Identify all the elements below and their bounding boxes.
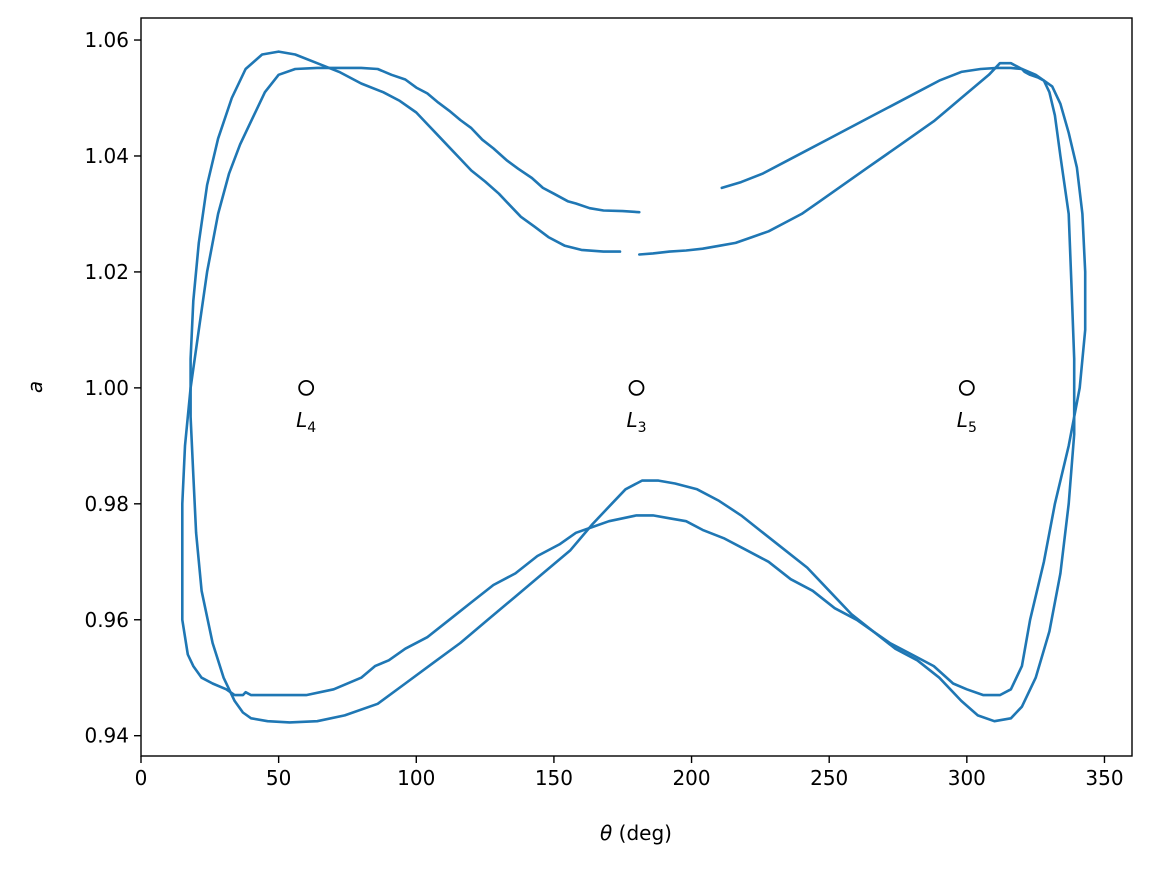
y-tick-label: 0.98 [84, 492, 129, 516]
series-line-2 [189, 50, 1076, 724]
point-marker-l4 [298, 379, 315, 396]
lagrange-points-layer: L4 L3 L5 [296, 379, 977, 436]
y-tick-label: 1.06 [84, 28, 129, 52]
x-tick-label: 50 [266, 766, 291, 790]
x-axis-label: θ (deg) [600, 821, 672, 845]
point-marker-l5 [958, 379, 975, 396]
point-marker-l3 [628, 379, 645, 396]
plot-frame [140, 17, 1133, 757]
y-tick-label: 1.04 [84, 144, 129, 168]
y-tick-label: 0.96 [84, 608, 129, 632]
y-tick-label: 0.94 [84, 724, 129, 748]
x-tick-label: 350 [1085, 766, 1123, 790]
y-tick-label: 1.00 [84, 376, 129, 400]
x-tick-label: 100 [397, 766, 435, 790]
x-tick-label: 0 [135, 766, 148, 790]
y-axis-ticks: 0.94 0.96 0.98 1.00 1.02 1.04 1.06 [84, 28, 141, 748]
series-layer [181, 50, 1087, 724]
series-line-1 [181, 66, 1087, 697]
x-tick-label: 300 [948, 766, 986, 790]
x-tick-label: 200 [672, 766, 710, 790]
point-label-l5: L5 [957, 408, 977, 436]
x-tick-label: 150 [535, 766, 573, 790]
y-tick-label: 1.02 [84, 260, 129, 284]
x-axis-ticks: 0 50 100 150 200 250 300 350 [135, 756, 1124, 790]
y-axis-label: a [23, 381, 47, 393]
point-label-l3: L3 [626, 408, 646, 436]
x-tick-label: 250 [810, 766, 848, 790]
point-label-l4: L4 [296, 408, 316, 436]
